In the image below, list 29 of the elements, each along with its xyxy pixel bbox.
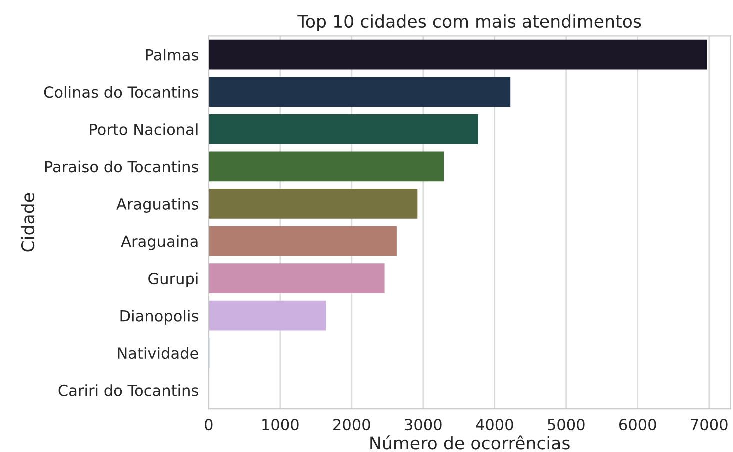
x-tick-label: 2000 xyxy=(334,419,370,431)
x-tick-label: 3000 xyxy=(405,419,442,431)
y-tick-label: Porto Nacional xyxy=(90,124,198,136)
x-axis-title: Número de ocorrências xyxy=(370,436,570,450)
y-tick-label: Araguaina xyxy=(121,235,198,250)
y-axis-title: Cidade xyxy=(21,193,35,252)
x-tick-label: 1000 xyxy=(262,419,299,431)
x-tick-label: 5000 xyxy=(548,419,585,431)
bar xyxy=(208,40,708,70)
y-tick-label: Dianopolis xyxy=(120,310,198,325)
bar xyxy=(208,300,326,331)
bar xyxy=(208,189,418,219)
x-tick-label: 7000 xyxy=(691,419,728,431)
bar xyxy=(208,226,397,256)
y-tick-label: Gurupi xyxy=(148,272,198,288)
x-tick-label: 4000 xyxy=(476,419,514,431)
bar xyxy=(208,264,385,294)
x-tick-label: 6000 xyxy=(619,419,656,431)
bar xyxy=(208,77,511,108)
chart-title: Top 10 cidades com mais atendimentos xyxy=(298,14,642,32)
y-tick-label: Natividade xyxy=(118,347,198,360)
y-tick-label: Colinas do Tocantins xyxy=(44,86,198,98)
x-tick-label: 0 xyxy=(205,419,213,431)
y-tick-label: Palmas xyxy=(146,49,198,61)
bar xyxy=(208,114,478,144)
y-tick-label: Paraiso do Tocantins xyxy=(45,160,198,173)
y-tick-label: Cariri do Tocantins xyxy=(58,384,198,396)
bar xyxy=(208,152,444,182)
y-tick-label: Araguatins xyxy=(116,198,198,213)
